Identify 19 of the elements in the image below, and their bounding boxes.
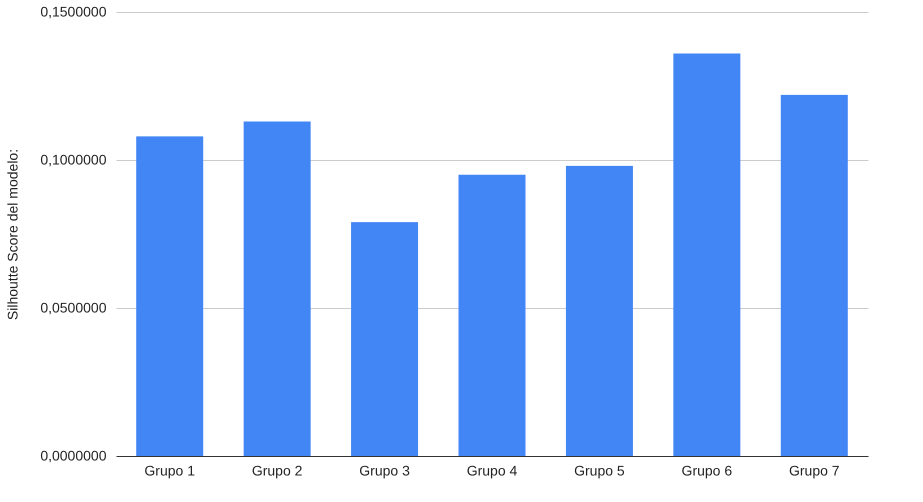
bar [566,166,633,456]
x-tick-label: Grupo 5 [574,462,625,478]
bar [351,222,418,456]
y-tick-label: 0,0000000 [40,448,107,464]
y-tick-label: 0,1500000 [40,4,107,20]
x-tick-label: Grupo 6 [682,462,732,478]
x-tick-label: Grupo 2 [252,462,303,478]
bar [244,122,311,456]
y-tick-label: 0,0500000 [40,300,107,316]
bar [458,174,526,456]
bar [780,94,848,456]
y-axis-title: Silhoutte Score del modelo: [4,148,20,320]
bar [136,136,204,456]
bar [673,53,740,456]
x-tick-label: Grupo 3 [359,462,410,478]
x-tick-label: Grupo 4 [466,462,518,478]
x-tick-label: Grupo 1 [144,462,196,478]
x-tick-label: Grupo 7 [788,462,840,478]
y-tick-label: 0,1000000 [40,152,107,168]
